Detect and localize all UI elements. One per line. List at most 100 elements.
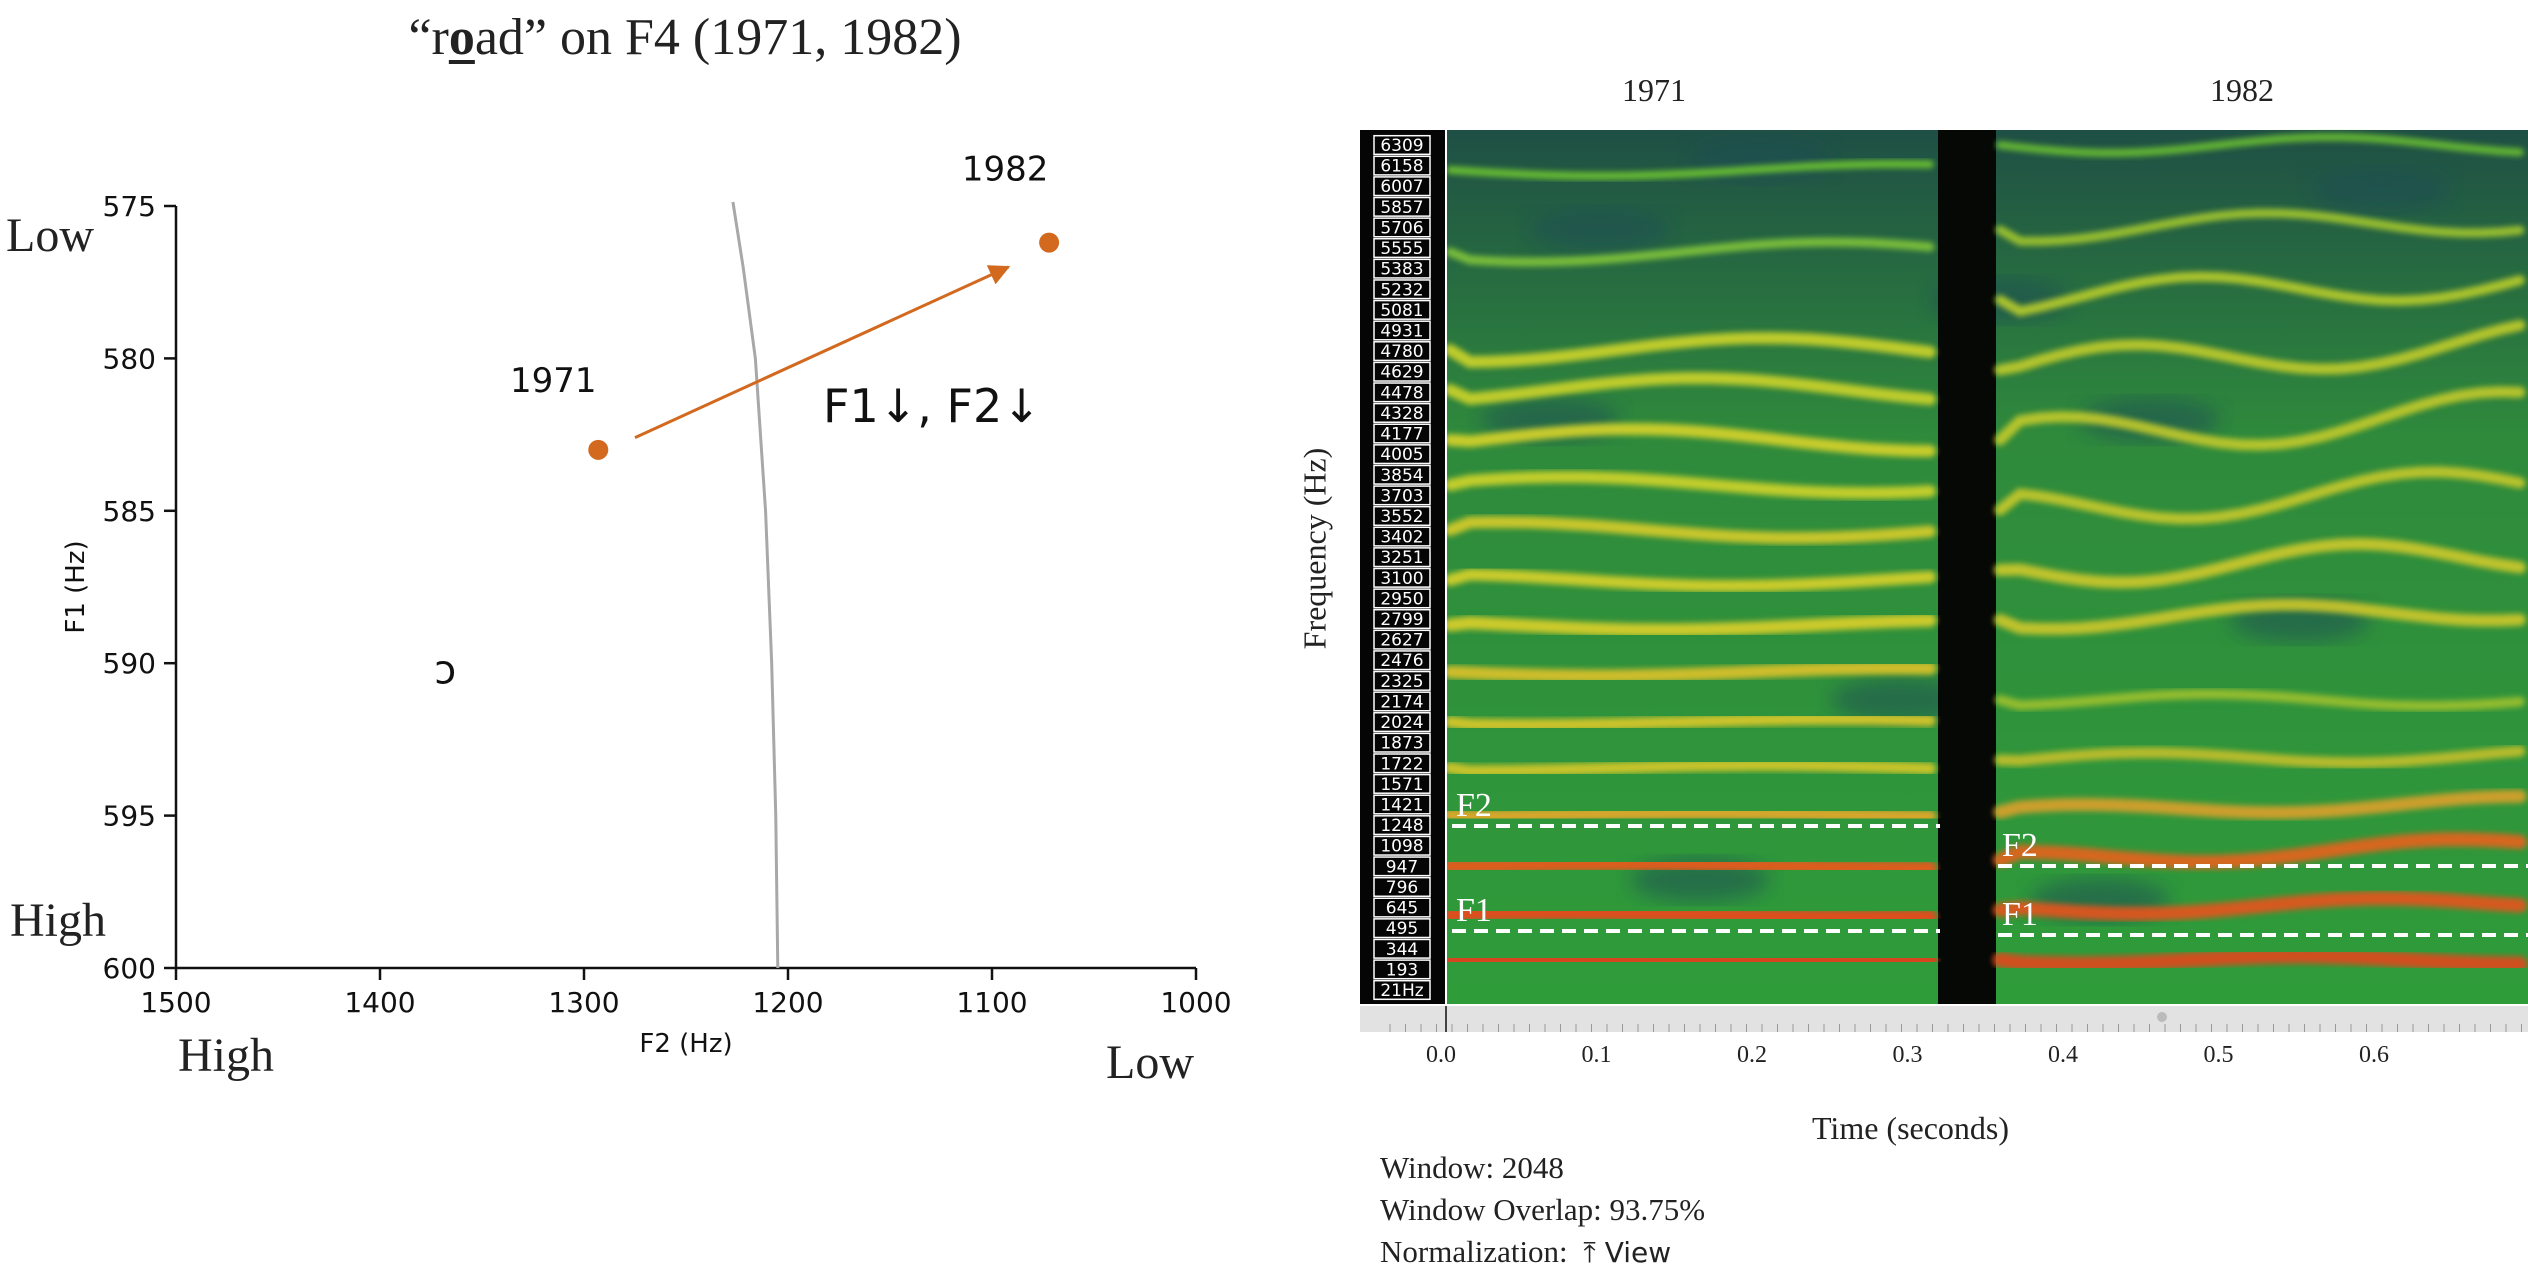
harmonic-band-1971 xyxy=(1443,857,1937,875)
frequency-tick-box xyxy=(1373,670,1431,691)
frequency-tick-label: 645 xyxy=(1386,899,1418,919)
harmonic-band-1971 xyxy=(1443,806,1937,824)
y-tick-label: 585 xyxy=(103,495,156,528)
frequency-tick-box xyxy=(1373,650,1431,671)
frequency-tick-box xyxy=(1373,815,1431,836)
frequency-tick-box xyxy=(1373,773,1431,794)
silence-gap xyxy=(1938,130,1996,1004)
frequency-tick-label: 5081 xyxy=(1380,301,1423,321)
frequency-tick-box xyxy=(1373,382,1431,403)
frequency-tick-label: 495 xyxy=(1386,919,1418,939)
frequency-tick-label: 3251 xyxy=(1380,548,1423,568)
harmonic-band-1971 xyxy=(1442,951,1938,969)
frequency-axis-label: Frequency (Hz) xyxy=(1296,447,1333,650)
normalization-view-button[interactable]: ⤒ View xyxy=(1583,1236,1671,1269)
frequency-tick-box xyxy=(1373,608,1431,630)
time-tick-label: 0.2 xyxy=(1737,1042,1767,1068)
harmonic-band-1982 xyxy=(1993,891,2527,921)
frequency-tick-label: 2950 xyxy=(1380,589,1423,609)
frequency-tick-label: 5555 xyxy=(1380,239,1423,259)
frequency-tick-label: 4177 xyxy=(1380,425,1423,445)
frequency-tick-box xyxy=(1373,938,1431,959)
frequency-tick-label: 4478 xyxy=(1380,383,1423,403)
harmonic-band-1971 xyxy=(1444,515,1936,545)
frequency-tick-label: 3100 xyxy=(1380,569,1423,589)
spectrogram-dark-patch xyxy=(1480,398,1620,442)
harmonic-band-1971 xyxy=(1443,661,1937,683)
frequency-tick-box xyxy=(1373,444,1431,465)
frequency-tick-box xyxy=(1373,423,1431,444)
frequency-tick-box xyxy=(1373,464,1431,485)
vowel-symbol: ɔ xyxy=(434,647,456,693)
x-tick-label: 1200 xyxy=(752,986,823,1019)
frequency-tick-box xyxy=(1373,526,1431,547)
frequency-tick-label: 1098 xyxy=(1380,837,1423,857)
frequency-tick-label: 1571 xyxy=(1380,775,1423,795)
frequency-tick-label: 4629 xyxy=(1380,363,1423,383)
shift-arrow xyxy=(634,265,1011,440)
spectrogram-dark-patch xyxy=(2030,878,2170,922)
spectrogram-dark-patch xyxy=(1690,138,1830,182)
f1-low-label: Low xyxy=(6,209,94,262)
frequency-tick-box xyxy=(1373,835,1431,856)
x-tick-label: 1500 xyxy=(140,986,211,1019)
frequency-tick-box xyxy=(1373,691,1431,712)
y-tick-label: 575 xyxy=(103,190,156,223)
frequency-tick-label: 1421 xyxy=(1380,796,1423,816)
view-label: View xyxy=(1604,1236,1672,1269)
frequency-tick-label: 1248 xyxy=(1380,816,1423,836)
frequency-tick-label: 193 xyxy=(1386,960,1418,980)
frequency-tick-label: 4931 xyxy=(1380,321,1423,341)
frequency-tick-label: 6007 xyxy=(1380,177,1423,197)
frequency-tick-label: 3854 xyxy=(1380,466,1423,486)
frequency-tick-box xyxy=(1373,918,1431,939)
spectrogram-dark-patch xyxy=(1930,278,2070,322)
harmonic-band-1971 xyxy=(1444,371,1936,406)
harmonic-band-1982 xyxy=(1994,745,2526,769)
f1-line-1982-label: F1 xyxy=(2002,896,2038,933)
spectrogram-dark-patch xyxy=(1830,678,1970,722)
harmonic-band-1971 xyxy=(1444,331,1936,369)
frequency-tick-box xyxy=(1373,753,1431,774)
frequency-tick-box xyxy=(1373,299,1431,320)
frequency-tick-box xyxy=(1373,588,1431,609)
frequency-tick-label: 796 xyxy=(1386,878,1418,898)
frequency-tick-box xyxy=(1373,712,1431,733)
frequency-tick-label: 5706 xyxy=(1380,218,1423,238)
spectrogram-dark-patch xyxy=(2080,398,2220,442)
harmonic-band-1971 xyxy=(1444,568,1936,593)
frequency-tick-box xyxy=(1373,155,1431,176)
normalization-text: Normalization: ⤒ View xyxy=(1380,1234,1671,1270)
y-tick-label: 595 xyxy=(103,800,156,833)
frequency-tick-box xyxy=(1373,876,1431,898)
frequency-tick-box xyxy=(1373,897,1431,918)
time-tick-label: 0.0 xyxy=(1426,1042,1456,1068)
harmonic-band-1982 xyxy=(1994,319,2526,376)
harmonic-band-1982 xyxy=(1993,789,2527,820)
spectrogram-dark-patch xyxy=(2310,168,2450,212)
harmonic-band-1982 xyxy=(1993,832,2527,870)
data-point-1971 xyxy=(588,439,609,460)
harmonic-band-1971 xyxy=(1445,237,1935,267)
frequency-tick-box xyxy=(1373,258,1431,279)
y-tick-label: 600 xyxy=(103,952,156,985)
f1-high-label: High xyxy=(10,894,106,947)
point-label-1982: 1982 xyxy=(962,150,1049,190)
frequency-tick-box xyxy=(1373,485,1431,506)
f2-low-label: Low xyxy=(1106,1036,1194,1089)
frequency-tick-box xyxy=(1373,217,1431,238)
shift-annotation: F1↓, F2↓ xyxy=(823,379,1041,433)
frequency-tick-label: 3552 xyxy=(1380,507,1423,527)
frequency-tick-box xyxy=(1373,959,1431,980)
frequency-tick-label: 3402 xyxy=(1380,528,1423,548)
harmonic-band-1982 xyxy=(1994,386,2526,451)
time-tick-label: 0.6 xyxy=(2359,1042,2389,1068)
harmonic-band-1982 xyxy=(1994,537,2526,589)
window-size-text: Window: 2048 xyxy=(1380,1150,1564,1185)
frequency-tick-label: 4005 xyxy=(1380,445,1423,465)
frequency-tick-label: 1873 xyxy=(1380,734,1423,754)
harmonic-band-1982 xyxy=(1995,271,2525,317)
frequency-tick-box xyxy=(1373,547,1431,568)
chart-title: “road” on F4 (1971, 1982) xyxy=(408,9,962,66)
frequency-tick-label: 3703 xyxy=(1380,486,1423,506)
